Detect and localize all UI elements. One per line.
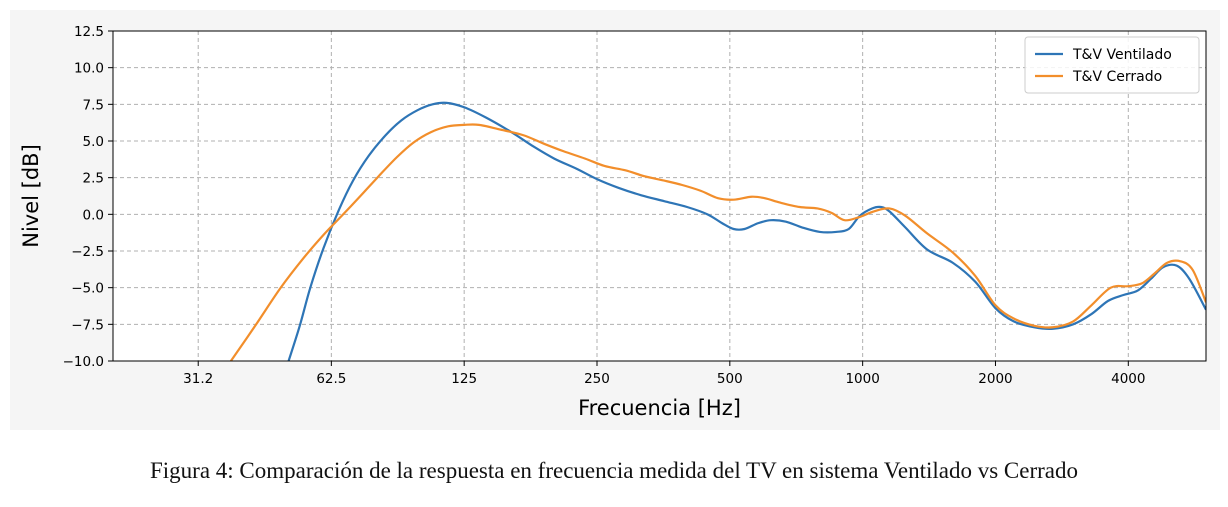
plot-frame	[112, 30, 1207, 362]
x-tick-label: 1000	[845, 371, 879, 387]
figure-caption: Figura 4: Comparación de la respuesta en…	[149, 458, 1079, 483]
figure-area: 31.2 62.5 125 250 500 1000 2000 4000 −10.0 −7.5 −5…	[10, 10, 1220, 430]
y-tick-label: −7.5	[71, 317, 104, 333]
series-line-cerrado	[229, 123, 1206, 361]
y-tick-label: 0.0	[83, 207, 104, 223]
x-tick-label: 2000	[978, 371, 1012, 387]
y-axis-label: Nivel [dB]	[19, 144, 43, 248]
y-tick-label: −10.0	[63, 354, 104, 370]
y-tick-label: 5.0	[83, 134, 104, 150]
x-tick-label: 62.5	[316, 371, 346, 387]
y-tick-label: −2.5	[71, 244, 104, 260]
x-tick-label: 31.2	[183, 371, 213, 387]
x-tick-label: 125	[451, 371, 477, 387]
x-axis-label: Frecuencia [Hz]	[578, 396, 741, 420]
x-tick-label: 500	[717, 371, 743, 387]
legend-box	[1024, 36, 1200, 94]
plot-area	[113, 31, 1206, 361]
x-tick-label: 4000	[1111, 371, 1145, 387]
series-layer	[229, 101, 1206, 361]
legend: T&V Ventilado T&V Cerrado	[1024, 36, 1200, 94]
y-tick-label: 7.5	[83, 97, 104, 113]
y-tick-label: 10.0	[74, 61, 104, 77]
legend-label-cerrado: T&V Cerrado	[1072, 69, 1162, 85]
y-tick-label: −5.0	[71, 281, 104, 297]
y-tick-label: 2.5	[83, 171, 104, 187]
x-tick-label: 250	[584, 371, 610, 387]
frequency-response-chart: 31.2 62.5 125 250 500 1000 2000 4000 −10.0 −7.5 −5…	[19, 24, 1207, 420]
ticks-layer: 31.2 62.5 125 250 500 1000 2000 4000 −10.0 −7.5 −5…	[63, 24, 1146, 387]
legend-label-ventilado: T&V Ventilado	[1072, 47, 1172, 63]
series-line-ventilado	[287, 101, 1206, 361]
y-tick-label: 12.5	[74, 24, 104, 40]
